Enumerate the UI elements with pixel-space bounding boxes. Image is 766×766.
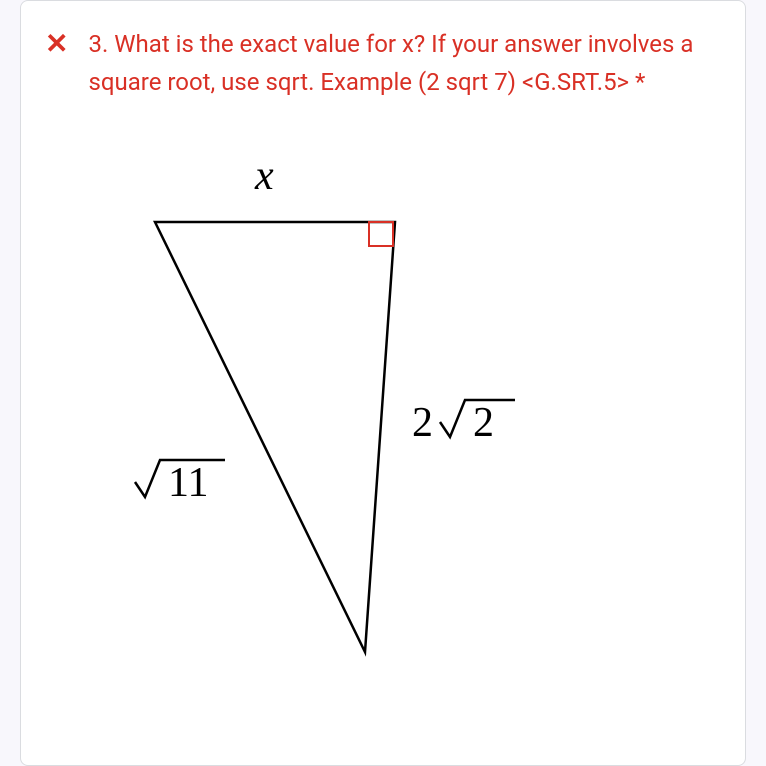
- question-text: 3. What is the exact value for x? If you…: [88, 25, 721, 102]
- question-row: ✕ 3. What is the exact value for x? If y…: [45, 25, 721, 102]
- question-body: What is the exact value for x? If your a…: [88, 30, 693, 96]
- label-top-side: x: [255, 152, 274, 200]
- question-number: 3.: [88, 30, 108, 58]
- radicand-2: 2: [473, 400, 494, 446]
- coefficient-2: 2: [412, 400, 433, 446]
- incorrect-icon: ✕: [45, 27, 68, 60]
- sqrt-11-svg: 11: [130, 452, 240, 507]
- radicand-11: 11: [168, 460, 208, 506]
- two-sqrt-2-svg: 2 2: [410, 392, 550, 447]
- triangle-svg: [125, 202, 445, 682]
- label-hypotenuse: 11: [130, 452, 240, 518]
- label-right-side: 2 2: [410, 392, 550, 458]
- triangle-diagram: x 11 2 2: [125, 162, 575, 682]
- question-card: ✕ 3. What is the exact value for x? If y…: [20, 0, 746, 766]
- right-angle-marker: [369, 222, 393, 246]
- triangle-shape: [155, 222, 395, 652]
